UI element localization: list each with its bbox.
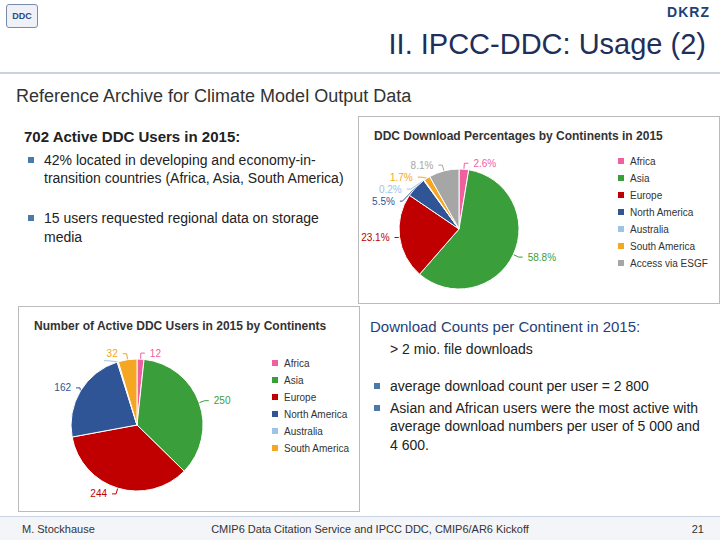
svg-text:Access via ESGF: Access via ESGF (630, 258, 708, 269)
svg-text:Asia: Asia (284, 375, 304, 386)
svg-text:South America: South America (630, 241, 695, 252)
svg-text:Australia: Australia (284, 426, 323, 437)
html-text:21: 21 (691, 523, 704, 535)
html-text:II. IPCC-DDC: Usage (2): II. IPCC-DDC: Usage (2) (388, 28, 706, 60)
html-text:42% located in developing and: 42% located in developing and economy-in… (44, 152, 344, 187)
html-text:Asian and African users were t: Asian and African users were the most ac… (390, 400, 700, 453)
html-text:15 users requested regional da: 15 users requested regional data on stor… (44, 210, 319, 245)
svg-text:250: 250 (214, 395, 231, 406)
svg-text:North America: North America (284, 409, 348, 420)
svg-text:Asia: Asia (630, 173, 650, 184)
svg-text:0.2%: 0.2% (379, 184, 402, 195)
html-text:DKRZ: DKRZ (667, 4, 710, 20)
svg-text:244: 244 (90, 488, 107, 499)
svg-text:Europe: Europe (284, 392, 317, 403)
svg-text:23.1%: 23.1% (361, 232, 389, 243)
svg-text:8.1%: 8.1% (411, 160, 434, 171)
svg-text:Africa: Africa (284, 358, 310, 369)
svg-text:Europe: Europe (630, 190, 663, 201)
html-text:DDC: DDC (12, 11, 32, 21)
html-text:702 Active DDC Users in 2015:: 702 Active DDC Users in 2015: (24, 128, 241, 145)
html-text:Reference Archive for Climate: Reference Archive for Climate Model Outp… (16, 86, 412, 106)
svg-text:DDC Download Percentages by Co: DDC Download Percentages by Continents i… (374, 129, 663, 143)
svg-text:162: 162 (54, 382, 71, 393)
svg-text:2.6%: 2.6% (473, 158, 496, 169)
html-text:> 2 mio. file downloads: > 2 mio. file downloads (390, 341, 533, 357)
svg-text:Number of Active DDC Users in: Number of Active DDC Users in 2015 by Co… (34, 319, 327, 333)
svg-text:Australia: Australia (630, 224, 669, 235)
html-text:M. Stockhause: M. Stockhause (22, 523, 95, 535)
html-text:average download count per use: average download count per user = 2 800 (390, 378, 649, 394)
html-text:CMIP6 Data Citation Service an: CMIP6 Data Citation Service and IPCC DDC… (211, 523, 529, 535)
svg-text:12: 12 (150, 348, 162, 359)
svg-text:South America: South America (284, 443, 349, 454)
svg-text:32: 32 (107, 348, 119, 359)
svg-text:58.8%: 58.8% (528, 252, 556, 263)
svg-text:Africa: Africa (630, 156, 656, 167)
svg-text:5.5%: 5.5% (372, 196, 395, 207)
html-text:Download Counts per Continent: Download Counts per Continent in 2015: (370, 318, 641, 335)
svg-text:North America: North America (630, 207, 694, 218)
svg-text:1.7%: 1.7% (390, 172, 413, 183)
